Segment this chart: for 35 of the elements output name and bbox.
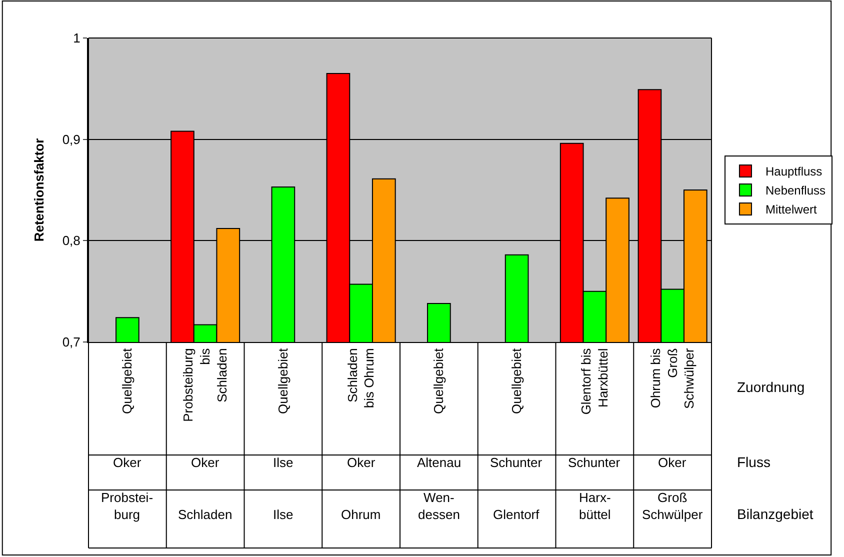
- text: Zuordnung: [737, 379, 805, 395]
- text: Oker: [191, 455, 220, 470]
- text: Oker: [113, 455, 142, 470]
- y-tick-label: 0,7: [62, 334, 80, 350]
- text: Ohrum: [341, 507, 381, 522]
- y-tick-label: 0,8: [62, 233, 80, 248]
- legend-label: Hauptfluss: [765, 164, 822, 179]
- x-tick-label: Schladen bis Ohrum: [344, 348, 377, 408]
- text: Bilanzgebiet: [737, 506, 814, 522]
- legend-label: Nebenfluss: [765, 184, 826, 198]
- text: Wen- dessen: [418, 490, 460, 522]
- text: Probstei- burg: [101, 490, 154, 522]
- x-tick-label: Quellgebiet: [509, 348, 524, 414]
- x-tick-label: Ohrum bis Groß Schwülper: [648, 348, 697, 409]
- y-tick-label: 0,9: [62, 132, 80, 147]
- text: Ilse: [273, 507, 294, 522]
- x-tick-label: Probsteiburg bis Schladen: [180, 348, 230, 422]
- text: Ilse: [273, 455, 294, 470]
- x-tick-label: Glentorf bis Harxbüttel: [578, 348, 610, 415]
- text: Altenau: [417, 455, 462, 470]
- text: Schladen: [178, 507, 232, 522]
- x-tick-label: Quellgebiet: [431, 348, 446, 414]
- text: Oker: [347, 455, 376, 470]
- y-tick-label: 1: [73, 30, 80, 46]
- text: Glentorf: [493, 507, 540, 522]
- legend-label: Mittelwert: [765, 202, 818, 217]
- text: Schunter: [490, 455, 543, 470]
- x-tick-label: Quellgebiet: [120, 348, 135, 414]
- text: Harx- büttel: [579, 490, 611, 522]
- text: Fluss: [737, 454, 770, 470]
- text: Groß Schwülper: [642, 490, 704, 522]
- text: Schunter: [568, 455, 621, 470]
- x-tick-label: Quellgebiet: [275, 348, 290, 414]
- text: Oker: [658, 455, 687, 470]
- y-axis-title: Retentionsfaktor: [31, 138, 46, 242]
